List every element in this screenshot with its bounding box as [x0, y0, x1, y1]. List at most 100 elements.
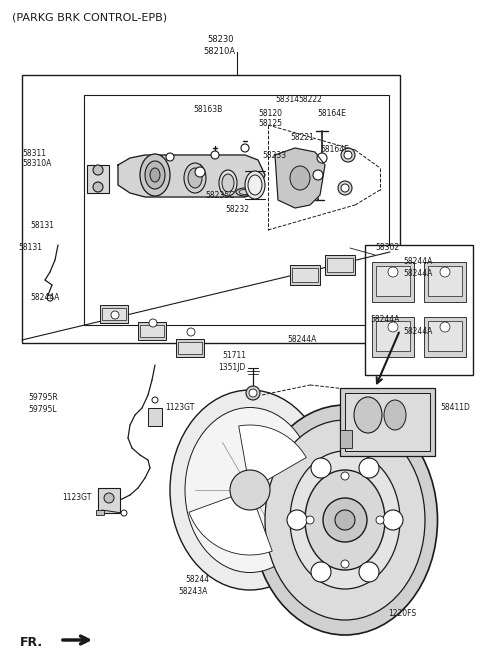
Text: 51711: 51711: [222, 350, 246, 360]
Circle shape: [152, 397, 158, 403]
Bar: [340, 388, 435, 456]
Circle shape: [241, 144, 249, 152]
Bar: [327, 258, 353, 272]
Ellipse shape: [219, 170, 237, 196]
Polygon shape: [118, 155, 265, 197]
Text: 58244A: 58244A: [287, 336, 316, 344]
Text: 58244A: 58244A: [30, 293, 60, 303]
Circle shape: [104, 493, 114, 503]
Circle shape: [317, 153, 327, 163]
Bar: [148, 408, 162, 426]
Circle shape: [187, 328, 195, 336]
Circle shape: [383, 510, 403, 530]
Text: 58232: 58232: [225, 205, 249, 215]
Ellipse shape: [290, 451, 400, 589]
Circle shape: [211, 151, 219, 159]
Ellipse shape: [222, 174, 234, 192]
Circle shape: [313, 170, 323, 180]
Circle shape: [230, 470, 270, 510]
Text: 58131: 58131: [18, 244, 42, 252]
Bar: [424, 317, 466, 357]
Bar: [428, 266, 462, 296]
Ellipse shape: [248, 175, 262, 195]
Circle shape: [388, 322, 398, 332]
Bar: [98, 488, 120, 513]
Bar: [102, 308, 126, 320]
Bar: [424, 262, 466, 302]
Text: 1123GT: 1123GT: [165, 403, 194, 413]
Ellipse shape: [290, 166, 310, 190]
Wedge shape: [239, 425, 306, 490]
Circle shape: [287, 510, 307, 530]
Text: 58244: 58244: [185, 576, 209, 584]
Ellipse shape: [354, 397, 382, 433]
Bar: [376, 266, 410, 296]
Circle shape: [341, 148, 355, 162]
Text: 1220FS: 1220FS: [388, 609, 416, 619]
Text: 58230: 58230: [207, 36, 233, 44]
Ellipse shape: [265, 420, 425, 620]
Text: 58221: 58221: [290, 134, 314, 142]
Ellipse shape: [140, 154, 170, 196]
Ellipse shape: [252, 405, 437, 635]
Polygon shape: [275, 148, 325, 208]
Circle shape: [440, 322, 450, 332]
Ellipse shape: [245, 171, 265, 199]
Bar: [178, 342, 202, 354]
Text: 58311: 58311: [22, 148, 46, 158]
Text: 1351JD: 1351JD: [218, 364, 245, 372]
Text: 58163B: 58163B: [193, 105, 222, 115]
Text: 58210A: 58210A: [203, 48, 235, 56]
Text: 58131: 58131: [30, 221, 54, 229]
Circle shape: [335, 510, 355, 530]
Text: 58244A: 58244A: [403, 270, 432, 278]
Bar: [365, 245, 473, 375]
Text: 59795R: 59795R: [28, 393, 58, 403]
Circle shape: [359, 562, 379, 582]
Ellipse shape: [384, 400, 406, 430]
Bar: [87, 165, 109, 193]
Bar: [325, 255, 355, 275]
Bar: [140, 325, 164, 337]
Bar: [176, 339, 204, 357]
Circle shape: [121, 510, 127, 516]
Ellipse shape: [170, 390, 330, 590]
Text: 58222: 58222: [298, 95, 322, 105]
Circle shape: [388, 267, 398, 277]
Bar: [428, 321, 462, 351]
Text: 58235C: 58235C: [205, 191, 234, 199]
Text: 58125: 58125: [258, 119, 282, 129]
Circle shape: [323, 498, 367, 542]
Text: 58120: 58120: [258, 109, 282, 117]
Text: 58164E: 58164E: [320, 146, 349, 154]
Bar: [22, 75, 400, 343]
Text: 58243A: 58243A: [178, 588, 207, 597]
Bar: [290, 265, 320, 285]
Text: 58314: 58314: [275, 95, 299, 105]
Circle shape: [341, 472, 349, 480]
Text: 58302: 58302: [375, 244, 399, 252]
Circle shape: [249, 389, 257, 397]
Ellipse shape: [305, 470, 385, 570]
Circle shape: [111, 311, 119, 319]
Circle shape: [93, 182, 103, 192]
Bar: [84, 95, 389, 325]
Ellipse shape: [184, 163, 206, 193]
Text: 58244A: 58244A: [403, 258, 432, 266]
Text: 58244A: 58244A: [370, 315, 399, 325]
Bar: [138, 322, 166, 340]
Bar: [372, 317, 414, 357]
Text: 58244A: 58244A: [403, 327, 432, 336]
Circle shape: [311, 562, 331, 582]
Text: 58164E: 58164E: [317, 109, 346, 117]
Circle shape: [341, 184, 349, 192]
Circle shape: [338, 181, 352, 195]
Circle shape: [93, 165, 103, 175]
Circle shape: [246, 386, 260, 400]
Bar: [100, 305, 128, 323]
Bar: [372, 262, 414, 302]
Bar: [345, 393, 430, 451]
Ellipse shape: [185, 407, 315, 572]
Circle shape: [311, 458, 331, 478]
Text: (PARKG BRK CONTROL-EPB): (PARKG BRK CONTROL-EPB): [12, 13, 167, 23]
